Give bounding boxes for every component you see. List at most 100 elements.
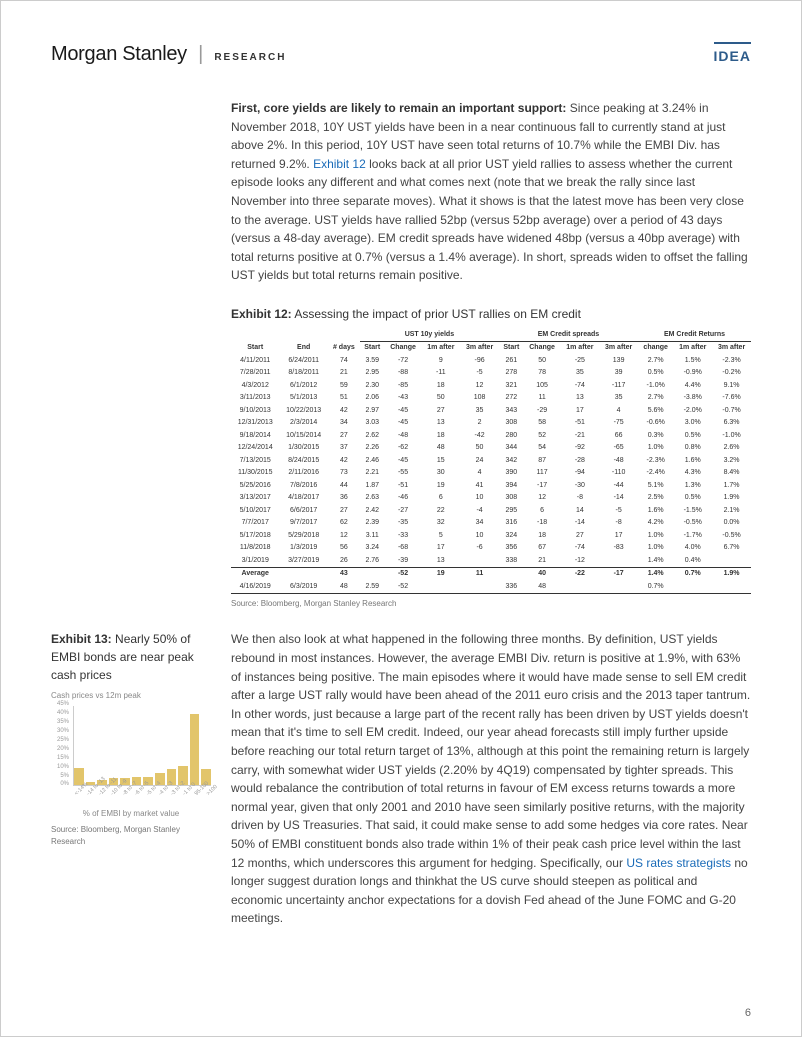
table-cell: 10/22/2013 [279,405,327,418]
table-cell: 7/7/2017 [231,517,279,530]
table-cell: 19 [421,568,460,581]
table-cell: -35 [385,517,422,530]
table-cell: -2.3% [638,455,673,468]
table-cell: -46 [385,492,422,505]
table-cell: 13 [421,555,460,568]
exhibit12-link[interactable]: Exhibit 12 [313,157,366,171]
table-cell: 9 [421,355,460,368]
table-cell: -94 [561,467,600,480]
chart-xaxis: <-14%-14 to -13-12 to -11-10 to -9-8 to … [73,788,211,806]
table-cell: 67 [524,542,561,555]
table-cell: 26 [328,555,360,568]
table-cell: -39 [385,555,422,568]
table-cell: -2.4% [638,467,673,480]
ytick-label: 10% [51,763,69,772]
table-cell: 66 [599,430,638,443]
table-cell: 5/1/2013 [279,392,327,405]
section-label: RESEARCH [214,52,286,63]
table-cell: 5/17/2018 [231,530,279,543]
table-cell: 0.5% [638,367,673,380]
table-row: 12/24/20141/30/2015372.26-62485034454-92… [231,442,751,455]
para2-text1: We then also look at what happened in th… [231,632,750,869]
table-cell: 2.1% [712,505,751,518]
exhibit13-source: Source: Bloomberg, Morgan Stanley Resear… [51,824,211,848]
table-cell: 1.9% [712,568,751,581]
table-cell: 35 [561,367,600,380]
table-cell: 6.7% [712,542,751,555]
table-cell: Average [231,568,279,581]
rates-link[interactable]: US rates strategists [626,856,731,870]
table-cell: 2.46 [360,455,385,468]
table-cell: 324 [499,530,524,543]
table-cell: 11/8/2018 [231,542,279,555]
exhibit13-chart: 0%5%10%15%20%25%30%35%40%45% <-14%-14 to… [51,706,211,806]
table-column-header: Start [231,342,279,355]
table-row: 3/11/20135/1/2013512.06-4350108272111335… [231,392,751,405]
table-cell: 18 [421,430,460,443]
table-cell: 3.2% [712,455,751,468]
table-cell: 9/7/2017 [279,517,327,530]
ytick-label: 5% [51,772,69,781]
table-cell: -25 [561,355,600,368]
table-cell: 295 [499,505,524,518]
table-cell: -48 [385,430,422,443]
table-column-header: Start [360,342,385,355]
table-cell: 13 [561,392,600,405]
table-cell [712,555,751,568]
table-cell: 1.0% [638,542,673,555]
table-cell: 12/31/2013 [231,417,279,430]
page-number: 6 [745,1005,751,1022]
table-cell: 0.5% [673,492,712,505]
table-row: 9/18/201410/15/2014272.62-4818-4228052-2… [231,430,751,443]
table-cell: -0.7% [712,405,751,418]
table-cell: -55 [385,467,422,480]
table-cell: 1.9% [712,492,751,505]
table-cell: -62 [385,442,422,455]
brand-logo: Morgan Stanley | RESEARCH [51,39,286,69]
table-cell: -52 [385,568,422,581]
table-cell: 27 [561,530,600,543]
table-cell: 50 [421,392,460,405]
table-row: 7/28/20118/18/2011212.95-88-11-527878353… [231,367,751,380]
table-cell: 3.24 [360,542,385,555]
table-cell: 7/28/2011 [231,367,279,380]
table-cell: 3.0% [673,417,712,430]
group-returns: EM Credit Returns [638,329,751,342]
table-cell: -8 [561,492,600,505]
table-cell: 1/3/2019 [279,542,327,555]
table-cell: 1.3% [673,480,712,493]
table-cell: -83 [599,542,638,555]
table-cell: 2.59 [360,581,385,594]
table-row-average: Average43-52191140-22-171.4%0.7%1.9% [231,568,751,581]
table-cell: -45 [385,417,422,430]
table-cell: 1.0% [638,442,673,455]
table-column-header: change [638,342,673,355]
brand-name: Morgan Stanley [51,43,187,65]
table-cell: 87 [524,455,561,468]
table-cell: -14 [599,492,638,505]
table-cell: 1.4% [638,568,673,581]
table-row: 5/17/20185/29/2018123.11-335103241827171… [231,530,751,543]
table-cell: 35 [460,405,499,418]
exhibit13-title: Exhibit 13: Nearly 50% of EMBI bonds are… [51,630,211,684]
idea-badge: IDEA [714,42,751,67]
table-column-header: Change [385,342,422,355]
table-cell: 21 [328,367,360,380]
table-cell: -5 [599,505,638,518]
table-column-header: 3m after [599,342,638,355]
table-cell: 30 [421,467,460,480]
table-cell: 6 [524,505,561,518]
table-cell: 280 [499,430,524,443]
table-cell: 34 [328,417,360,430]
table-cell: -68 [385,542,422,555]
table-cell: -65 [599,442,638,455]
table-cell: 35 [599,392,638,405]
table-cell: 51 [328,392,360,405]
table-cell: -7.6% [712,392,751,405]
table-cell: 40 [524,568,561,581]
table-cell: 4/16/2019 [231,581,279,594]
table-cell: 5/25/2016 [231,480,279,493]
table-cell: 12/24/2014 [231,442,279,455]
table-cell: 8/18/2011 [279,367,327,380]
table-column-header: # days [328,342,360,355]
